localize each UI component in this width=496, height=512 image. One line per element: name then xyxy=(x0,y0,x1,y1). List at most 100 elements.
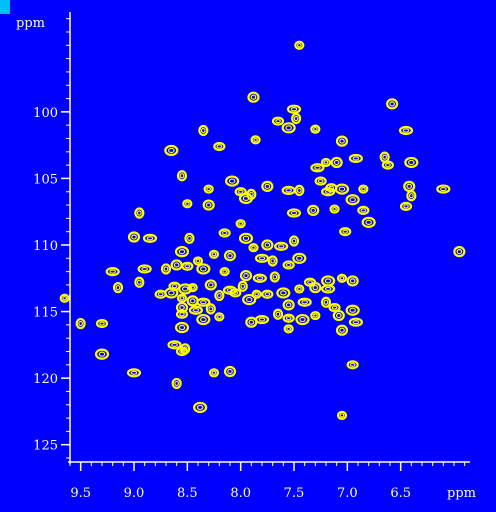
peak-point xyxy=(160,263,172,275)
x-tick-label: 6.5 xyxy=(390,486,411,501)
peak-point xyxy=(348,153,363,164)
peak-point xyxy=(112,281,124,294)
peak-point xyxy=(297,297,312,307)
peak-point xyxy=(358,184,369,194)
peak-point xyxy=(314,176,327,186)
peak-point xyxy=(386,98,399,110)
peak-point xyxy=(320,157,332,168)
peak-point xyxy=(345,304,360,316)
peak-point xyxy=(294,284,305,294)
x-tick-label: 9.0 xyxy=(124,486,145,501)
peak-point xyxy=(329,204,340,214)
peak-point xyxy=(282,299,295,311)
peak-point xyxy=(184,232,195,244)
x-tick-label: 8.5 xyxy=(177,486,198,501)
peak-point xyxy=(223,250,237,262)
peak-point xyxy=(310,163,325,173)
peak-point xyxy=(286,104,302,114)
peak-point xyxy=(174,246,190,258)
peak-point xyxy=(75,317,86,330)
peak-point xyxy=(339,227,352,237)
peak-point xyxy=(332,309,345,322)
peak-point xyxy=(196,297,211,307)
peak-point xyxy=(204,279,217,291)
peak-point xyxy=(238,232,254,244)
peak-point xyxy=(238,192,254,204)
peak-point xyxy=(167,340,182,350)
peak-point xyxy=(176,293,188,303)
peak-point xyxy=(193,401,208,414)
peak-point xyxy=(406,190,417,202)
peak-point xyxy=(398,125,414,136)
peak-point xyxy=(254,314,270,325)
y-tick-label: 105 xyxy=(33,172,58,187)
peak-point xyxy=(219,267,230,277)
peak-point xyxy=(203,184,214,194)
peak-point xyxy=(95,318,109,329)
peak-point xyxy=(164,144,179,157)
peak-point xyxy=(310,124,321,134)
y-tick-label: 115 xyxy=(33,306,58,321)
peak-point xyxy=(399,201,413,211)
peak-point xyxy=(307,204,320,216)
peak-point xyxy=(291,112,302,125)
peak-point xyxy=(361,216,376,228)
peak-point xyxy=(272,308,284,320)
peak-point xyxy=(134,276,145,288)
peak-point xyxy=(261,180,274,193)
peak-point xyxy=(225,175,240,187)
peak-point xyxy=(239,270,253,282)
peak-point xyxy=(105,267,120,277)
peak-point xyxy=(321,284,336,294)
peak-point xyxy=(202,199,215,211)
peak-point xyxy=(208,249,220,259)
peak-point xyxy=(404,156,419,169)
x-tick-label: 7.5 xyxy=(284,486,305,501)
x-tick-label: 8.0 xyxy=(230,486,251,501)
peak-point xyxy=(137,264,152,274)
peak-point xyxy=(208,368,220,378)
peak-point xyxy=(292,252,307,264)
peak-point xyxy=(205,303,216,315)
peak-point xyxy=(335,135,349,147)
peak-point xyxy=(453,246,466,258)
peak-point xyxy=(345,194,360,206)
peak-point xyxy=(336,410,348,421)
peak-point xyxy=(182,199,193,209)
peak-point xyxy=(346,275,359,287)
peak-point xyxy=(252,273,267,283)
peak-point xyxy=(127,231,141,243)
x-axis-label: ppm xyxy=(447,486,476,501)
peak-point xyxy=(175,346,189,357)
peak-point xyxy=(286,208,302,218)
peak-point xyxy=(310,310,321,321)
y-tick-label: 120 xyxy=(33,372,58,387)
peak-point xyxy=(334,183,350,195)
peak-point xyxy=(281,122,296,134)
peak-point xyxy=(335,324,349,336)
peak-point xyxy=(134,207,145,219)
x-tick-label: 9.5 xyxy=(70,486,91,501)
peak-point xyxy=(242,293,257,306)
peak-point xyxy=(283,324,294,334)
peak-point xyxy=(176,170,188,182)
peak-point xyxy=(174,321,190,334)
corner-marker xyxy=(0,0,10,14)
peak-point xyxy=(94,348,110,360)
peak-point xyxy=(309,281,322,294)
peak-point xyxy=(276,287,291,299)
peak-point xyxy=(214,289,225,302)
peak-point xyxy=(294,184,305,197)
peak-point xyxy=(250,135,261,145)
peak-point xyxy=(196,313,211,326)
peak-point xyxy=(214,312,225,322)
axes: 100 105 110 115 120 125 9.5 9.0 8.5 8.0 7.5 7.0 6.5 xyxy=(33,12,470,501)
peak-point xyxy=(274,241,289,251)
peak-point xyxy=(188,305,203,315)
peak-point xyxy=(59,293,70,303)
peak-point xyxy=(321,187,336,197)
peak-point xyxy=(282,313,295,323)
peak-point xyxy=(269,271,280,283)
peak-point xyxy=(294,40,305,50)
peak-point xyxy=(181,261,194,271)
